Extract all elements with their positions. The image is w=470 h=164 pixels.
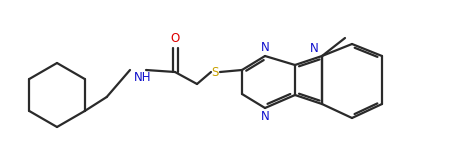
Text: N: N [261, 41, 269, 54]
Text: O: O [170, 32, 180, 45]
Text: N: N [261, 110, 269, 123]
Text: N: N [310, 42, 319, 55]
Text: NH: NH [134, 71, 151, 84]
Text: S: S [212, 65, 219, 79]
